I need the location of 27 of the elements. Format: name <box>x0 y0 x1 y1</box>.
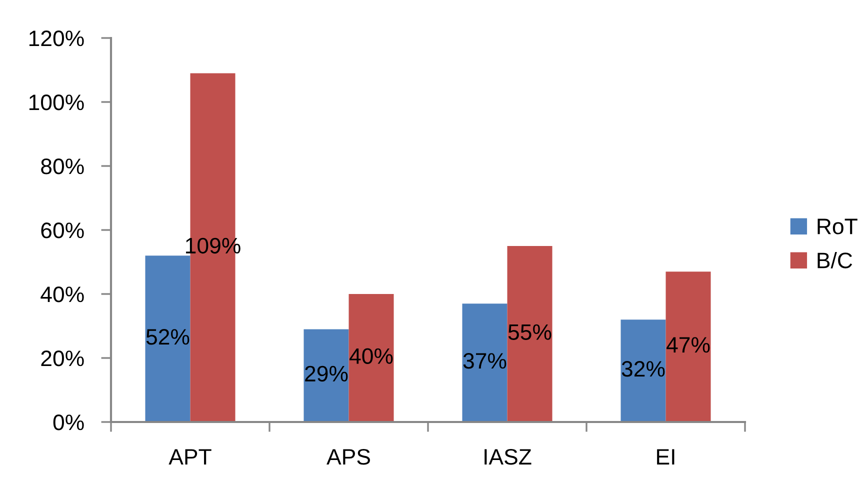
y-tick-label: 100% <box>29 94 84 110</box>
x-tick-label: APT <box>168 449 212 464</box>
bar <box>145 256 190 422</box>
x-tick-label: APS <box>326 448 370 465</box>
data-label: 47% <box>666 337 710 353</box>
y-tick-label: 20% <box>41 350 84 366</box>
legend-label: B/C <box>818 252 852 268</box>
data-label: 55% <box>508 324 552 340</box>
data-label: 52% <box>146 329 190 345</box>
y-tick-label: 120% <box>29 30 84 46</box>
y-tick-label: 60% <box>41 222 84 238</box>
y-tick-label: 80% <box>41 158 84 174</box>
y-tick-label: 0% <box>53 414 84 430</box>
bar <box>507 246 552 422</box>
bar <box>304 329 349 422</box>
bar <box>666 272 711 422</box>
data-label: 37% <box>463 353 506 369</box>
y-tick-label: 40% <box>40 286 84 302</box>
bar <box>348 294 394 422</box>
bar <box>620 320 666 422</box>
legend-label: RoT <box>818 218 858 234</box>
data-label: 29% <box>305 366 348 382</box>
data-label: 32% <box>622 361 665 377</box>
data-label: 40% <box>350 348 393 364</box>
x-tick-label: IASZ <box>484 448 532 465</box>
bar <box>462 304 508 422</box>
x-tick-label: EI <box>657 449 674 464</box>
